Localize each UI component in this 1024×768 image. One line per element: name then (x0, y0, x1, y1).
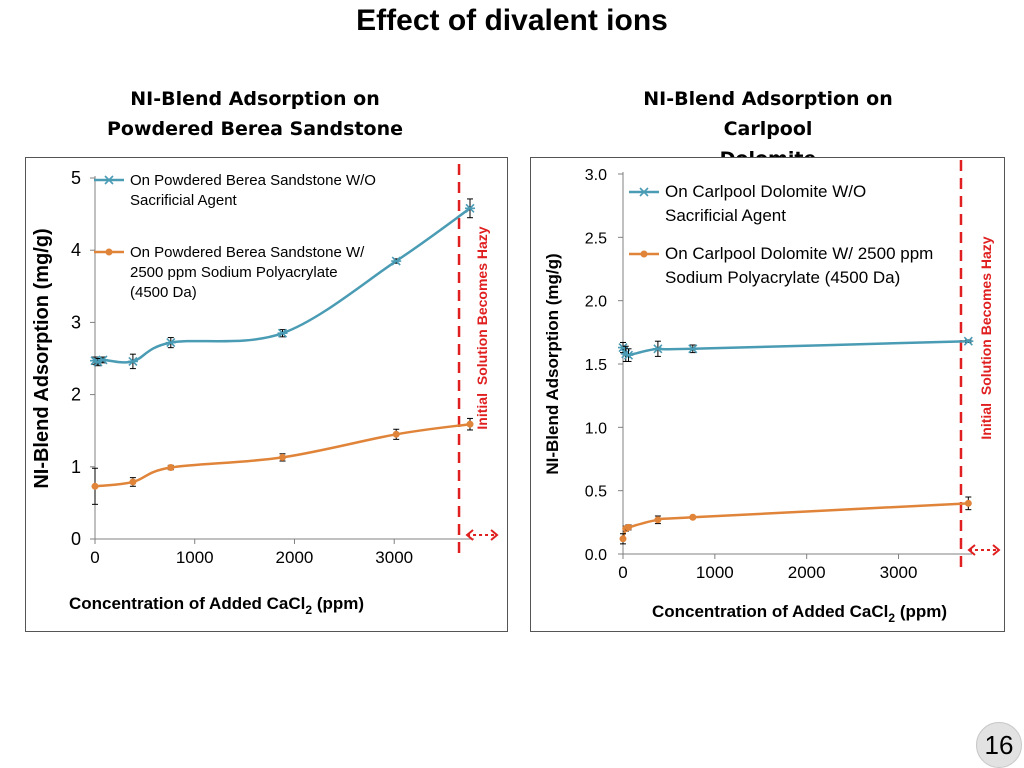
right-chart-legend-1-label-line-0: On Carlpool Dolomite W/ 2500 ppm (665, 244, 933, 263)
left-chart-panel: 0 1 2 3 4 5 0 1000 2000 3000 NI-Blend Adsorption (… (25, 157, 508, 632)
left-chart-y-tick-label: 4 (71, 240, 81, 260)
right-chart-legend-0-label-line-1: Sacrificial Agent (665, 206, 786, 225)
right-chart-legend-0-label-line-0: On Carlpool Dolomite W/O (665, 182, 866, 201)
left-chart-x-axis-title-suffix: (ppm) (312, 594, 364, 613)
right-chart-y-tick-label: 1.0 (585, 420, 607, 437)
left-chart-series-1-point (91, 482, 99, 490)
left-chart-series-0-point (277, 328, 288, 338)
right-chart-y-tick-label: 2.5 (585, 230, 607, 247)
left-chart-x-axis-title-main: Concentration of Added CaCl (69, 594, 305, 613)
left-chart-series-0-point (391, 256, 402, 266)
right-chart-svg: 0.0 0.5 1.0 1.5 2.0 2.5 3.0 0 1000 2000 3000 NI-Ble… (543, 160, 1001, 625)
right-chart-series-0-point (623, 350, 634, 360)
right-chart-x-axis-title: Concentration of Added CaCl2 (ppm) (652, 602, 947, 625)
right-chart-hazy-arrow-left-head (967, 544, 976, 556)
right-chart-x-tick-label: 0 (618, 563, 627, 582)
right-chart-title-line-1: NI-Blend Adsorption on Carlpool (643, 88, 893, 140)
left-chart-series-0-point (97, 355, 108, 365)
right-chart-y-tick-label: 2.0 (585, 294, 607, 311)
right-chart-panel: 0.0 0.5 1.0 1.5 2.0 2.5 3.0 0 1000 2000 3000 NI-Ble… (530, 157, 1005, 632)
left-chart-y-tick-label: 5 (71, 168, 81, 188)
left-chart-series-1-point (129, 478, 137, 486)
left-chart-x-axis-title-subscript: 2 (305, 603, 312, 617)
right-chart-series-0-line (621, 339, 969, 357)
page-number-badge: 16 (976, 722, 1022, 768)
right-chart-x-axis-title-subscript: 2 (888, 611, 895, 625)
left-chart-title-line-1: NI-Blend Adsorption on (130, 88, 380, 110)
right-chart-legend-1-swatch-marker (640, 250, 648, 258)
left-chart-hazy-arrow-right-head (490, 529, 499, 541)
right-chart-series-1-point (619, 535, 627, 543)
left-chart-series-1-point (167, 464, 175, 472)
left-chart-x-tick-label: 3000 (375, 548, 413, 567)
left-chart-legend-1-label-line-2: (4500 Da) (130, 284, 197, 301)
left-chart-svg: 0 1 2 3 4 5 0 1000 2000 3000 NI-Blend Adsorption (… (31, 164, 499, 617)
left-chart-x-tick-label: 2000 (276, 548, 314, 567)
right-chart-series-1-point (964, 499, 972, 507)
left-chart-series-1-point (392, 430, 400, 438)
left-chart-series-0-point (165, 338, 176, 348)
right-chart-x-axis-title-main: Concentration of Added CaCl (652, 602, 888, 621)
left-chart-legend-1-swatch-marker (105, 248, 113, 256)
left-chart-legend-0-swatch-marker (104, 175, 114, 185)
left-chart-series-0-point (127, 356, 138, 366)
left-chart-legend-0-label-line-1: Sacrificial Agent (130, 192, 238, 209)
left-chart-y-tick-label: 0 (71, 529, 81, 549)
right-chart-x-tick-label: 1000 (696, 563, 734, 582)
right-chart-series-1-point (654, 516, 662, 524)
right-chart-hazy-label-prefix: Initial (978, 399, 994, 439)
right-chart-legend-0-swatch-marker (639, 187, 649, 197)
left-chart-title-line-2: Powdered Berea Sandstone (106, 118, 404, 140)
left-chart-x-tick-label: 1000 (176, 548, 214, 567)
left-chart-y-tick-label: 2 (71, 385, 81, 405)
left-chart-y-tick-label: 1 (71, 457, 81, 477)
right-chart-series-0-point (963, 336, 974, 346)
page-title: Effect of divalent ions (356, 4, 668, 37)
left-chart-legend-1-label-line-1: 2500 ppm Sodium Polyacrylate (130, 264, 338, 281)
right-chart-x-tick-label: 3000 (880, 563, 918, 582)
left-chart-x-tick-label: 0 (90, 548, 99, 567)
right-chart-y-axis-title: NI-Blend Adsorption (mg/g) (543, 253, 562, 474)
right-chart-series-0-point (687, 344, 698, 354)
right-chart-y-tick-label: 3.0 (585, 167, 607, 184)
right-chart-series-0-point (652, 344, 663, 354)
left-chart-x-axis-title: Concentration of Added CaCl2 (ppm) (69, 594, 364, 617)
right-chart-series-1-point (689, 513, 697, 521)
left-chart-hazy-label-main: Solution Becomes Hazy (474, 226, 490, 385)
right-chart-series-1-line (621, 502, 969, 540)
left-chart-hazy-label: Initial Solution Becomes Hazy (474, 226, 490, 429)
left-chart-series-0-point (465, 203, 476, 213)
right-chart-x-axis-title-suffix: (ppm) (895, 602, 947, 621)
left-chart-legend-1-label-line-0: On Powdered Berea Sandstone W/ (130, 244, 365, 261)
right-chart-x-tick-label: 2000 (788, 563, 826, 582)
left-chart-title: NI-Blend Adsorption on Powdered Berea Sa… (90, 84, 420, 144)
right-chart-hazy-arrow-right-head (992, 544, 1001, 556)
right-chart-hazy-label: Initial Solution Becomes Hazy (978, 236, 994, 439)
right-chart-y-tick-label: 0.0 (585, 547, 607, 564)
left-chart-legend-0-label-line-0: On Powdered Berea Sandstone W/O (130, 172, 376, 189)
left-chart-series-1-point (466, 420, 474, 428)
left-chart-hazy-label-prefix: Initial (474, 389, 490, 429)
right-chart-y-tick-label: 1.5 (585, 357, 607, 374)
right-chart-legend-1-label-line-1: Sodium Polyacrylate (4500 Da) (665, 268, 900, 287)
left-chart-y-tick-label: 3 (71, 312, 81, 332)
right-chart-y-tick-label: 0.5 (585, 484, 607, 501)
left-chart-hazy-arrow-left-head (465, 529, 474, 541)
left-chart-series-1-point (279, 453, 287, 461)
right-chart-series-1-point (625, 523, 633, 531)
right-chart-hazy-label-main: Solution Becomes Hazy (978, 236, 994, 395)
left-chart-y-axis-title: NI-Blend Adsorption (mg/g) (31, 228, 53, 488)
